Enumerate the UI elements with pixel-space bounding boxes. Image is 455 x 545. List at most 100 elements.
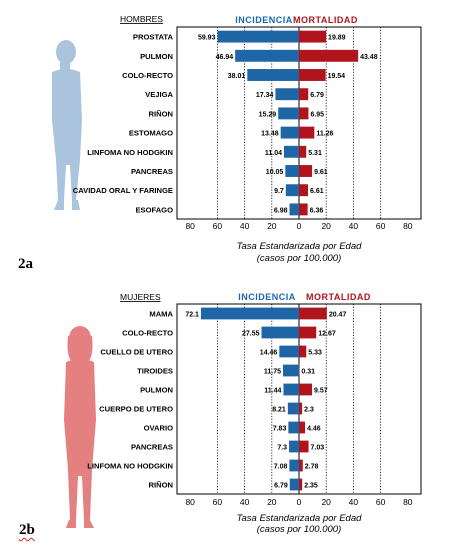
category-label: OVARIO bbox=[144, 424, 173, 433]
mortality-value-label: 0.31 bbox=[301, 369, 315, 376]
mortality-value-label: 2.3 bbox=[304, 407, 314, 414]
incidence-bar bbox=[279, 345, 299, 358]
category-label: CUERPO DE UTERO bbox=[99, 405, 173, 414]
incidence-value-label: 11.04 bbox=[265, 150, 282, 157]
incidence-bar bbox=[288, 421, 299, 434]
x-tick-label: 20 bbox=[267, 497, 277, 507]
mortality-bar bbox=[299, 165, 313, 177]
category-label: TIROIDES bbox=[137, 367, 173, 376]
incidence-bar bbox=[289, 478, 299, 491]
mortality-bar bbox=[299, 88, 309, 101]
x-tick-label: 20 bbox=[267, 221, 277, 231]
mortality-bar bbox=[299, 126, 315, 139]
x-axis-label-men-line1: Tasa Estandarizada por Edad bbox=[237, 241, 363, 252]
incidence-value-label: 59.93 bbox=[198, 35, 216, 42]
mortality-bar bbox=[299, 326, 317, 339]
mortality-value-label: 19.54 bbox=[328, 73, 346, 80]
category-label: RIÑON bbox=[149, 481, 173, 490]
chart-panel-women: MUJERES INCIDENCIA MORTALIDAD MAMA 72.1 20… bbox=[64, 292, 422, 535]
chart-panel-men: HOMBRES INCIDENCIA MORTALIDAD PROSTATA 59… bbox=[52, 14, 422, 264]
incidence-bar bbox=[275, 88, 299, 101]
incidence-bar bbox=[287, 402, 299, 415]
x-tick-label: 80 bbox=[403, 497, 413, 507]
group-label-women: MUJERES bbox=[120, 292, 161, 302]
incidence-bar bbox=[283, 364, 299, 377]
mortality-value-label: 11.26 bbox=[316, 131, 333, 138]
x-tick-label: 40 bbox=[240, 497, 250, 507]
category-label: PULMON bbox=[140, 386, 173, 395]
x-tick-label: 60 bbox=[376, 497, 386, 507]
category-label: VEJIGA bbox=[145, 90, 173, 99]
incidence-value-label: 11.44 bbox=[264, 388, 281, 395]
incidence-bar bbox=[200, 307, 299, 320]
x-tick-labels-men: 80 60 40 20 0 20 40 60 80 bbox=[185, 221, 412, 231]
x-axis-label-women-line2: (casos por 100.000) bbox=[257, 524, 342, 535]
mortality-bar bbox=[299, 203, 308, 216]
mortality-bar bbox=[299, 145, 307, 158]
mortality-header-men: MORTALIDAD bbox=[293, 15, 358, 25]
x-tick-label: 60 bbox=[213, 221, 223, 231]
mortality-bar bbox=[299, 440, 309, 453]
mortality-value-label: 5.31 bbox=[308, 150, 322, 157]
mortality-bar bbox=[299, 421, 306, 434]
x-axis-label-men-line2: (casos por 100.000) bbox=[257, 253, 342, 264]
incidence-bar bbox=[285, 184, 299, 197]
group-label-men: HOMBRES bbox=[120, 14, 163, 24]
mortality-value-label: 43.48 bbox=[360, 54, 378, 61]
x-tick-label: 60 bbox=[376, 221, 386, 231]
incidence-bar bbox=[289, 440, 299, 453]
category-label: COLO-RECTO bbox=[122, 71, 173, 80]
bars-men: PROSTATA 59.93 19.89 PULMON 46.94 43.48 COLO-R… bbox=[73, 30, 378, 216]
incidence-header-men: INCIDENCIA bbox=[235, 15, 293, 25]
mortality-bar bbox=[299, 184, 308, 197]
x-tick-labels-women: 80 60 40 20 0 20 40 60 80 bbox=[185, 497, 412, 507]
incidence-value-label: 7.08 bbox=[274, 464, 288, 471]
mortality-bar bbox=[299, 478, 303, 491]
incidence-value-label: 13.48 bbox=[261, 131, 279, 138]
category-label: COLO-RECTO bbox=[122, 329, 173, 338]
incidence-bar bbox=[235, 49, 299, 62]
incidence-bar bbox=[280, 126, 299, 139]
mortality-value-label: 6.36 bbox=[310, 207, 324, 214]
category-label: LINFOMA NO HODGKIN bbox=[87, 148, 173, 157]
incidence-value-label: 11.75 bbox=[264, 369, 281, 376]
x-tick-label: 40 bbox=[349, 221, 359, 231]
incidence-value-label: 15.29 bbox=[259, 111, 277, 118]
mortality-header-women: MORTALIDAD bbox=[306, 292, 371, 302]
incidence-value-label: 6.98 bbox=[274, 207, 288, 214]
panel-label-2b: 2b bbox=[19, 522, 35, 538]
incidence-bar bbox=[289, 203, 299, 216]
x-tick-label: 80 bbox=[185, 221, 195, 231]
female-silhouette-icon bbox=[64, 326, 96, 528]
mortality-bar bbox=[299, 30, 327, 43]
category-label: ESOFAGO bbox=[135, 205, 173, 214]
incidence-bar bbox=[289, 459, 299, 472]
x-tick-label: 20 bbox=[321, 497, 331, 507]
mortality-value-label: 12.67 bbox=[318, 331, 336, 338]
incidence-value-label: 9.7 bbox=[274, 188, 284, 195]
category-label: PULMON bbox=[140, 52, 173, 61]
incidence-value-label: 7.83 bbox=[273, 426, 287, 433]
incidence-value-label: 6.79 bbox=[274, 483, 288, 490]
incidence-value-label: 8.21 bbox=[272, 407, 286, 414]
incidence-bar bbox=[247, 69, 299, 81]
incidence-value-label: 17.34 bbox=[256, 92, 274, 99]
mortality-value-label: 2.35 bbox=[304, 483, 318, 490]
incidence-value-label: 46.94 bbox=[216, 54, 234, 61]
incidence-bar bbox=[285, 165, 299, 177]
category-label: LINFOMA NO HODGKIN bbox=[87, 462, 173, 471]
x-tick-label: 80 bbox=[185, 497, 195, 507]
mortality-bar bbox=[299, 107, 309, 120]
category-label: ESTOMAGO bbox=[129, 129, 173, 138]
category-label: CUELLO DE UTERO bbox=[100, 348, 173, 357]
incidence-value-label: 7.3 bbox=[277, 445, 287, 452]
mortality-bar bbox=[299, 459, 303, 472]
mortality-value-label: 2.78 bbox=[305, 464, 319, 471]
incidence-bar bbox=[261, 326, 299, 339]
mortality-value-label: 4.46 bbox=[307, 426, 321, 433]
x-tick-label: 60 bbox=[213, 497, 223, 507]
x-axis-label-women-line1: Tasa Estandarizada por Edad bbox=[237, 513, 363, 524]
incidence-bar bbox=[283, 145, 299, 158]
mortality-value-label: 5.33 bbox=[308, 350, 322, 357]
